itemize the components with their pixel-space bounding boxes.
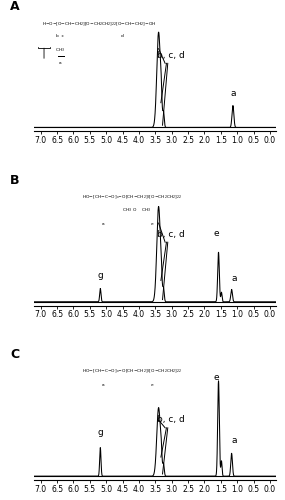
Text: a: a — [230, 89, 236, 98]
Text: b  c: b c — [56, 34, 64, 38]
Text: e: e — [213, 372, 219, 382]
Text: a: a — [102, 383, 104, 387]
Text: b, c, d: b, c, d — [157, 230, 185, 239]
Text: $\quad\quad$CH$_3$ O$\quad$ CH$_3$: $\quad\quad$CH$_3$ O$\quad$ CH$_3$ — [114, 207, 151, 214]
Text: C: C — [10, 348, 19, 362]
Text: $\overline{\quad}$: $\overline{\quad}$ — [57, 54, 64, 59]
Text: CH$_3$: CH$_3$ — [55, 46, 66, 54]
Text: g: g — [97, 272, 103, 280]
Text: d: d — [121, 34, 124, 38]
Text: H$-$O$\!-\!\!$[O$-$CH$-$CH$_2$]$_{\!}$[O$-$CH$_2$CH$_2$]$_{22}$[O$-$CH$-$CH$_2$]: H$-$O$\!-\!\!$[O$-$CH$-$CH$_2$]$_{\!}$[O… — [42, 20, 157, 28]
Text: e: e — [214, 228, 219, 237]
Text: a: a — [231, 274, 237, 282]
Text: A: A — [10, 0, 20, 12]
Text: a: a — [102, 222, 104, 226]
Text: b, c, d: b, c, d — [157, 51, 185, 60]
Text: b, c, d: b, c, d — [157, 416, 185, 424]
Text: e: e — [151, 222, 153, 226]
Text: e: e — [151, 383, 153, 387]
Text: g: g — [97, 428, 103, 437]
Text: HO$-$[CH$-$C$-$O]$_x$$-$O[CH$-$CH$_2$]$_8$[O$-$CH$_2$CH$_2$]$_{22}$: HO$-$[CH$-$C$-$O]$_x$$-$O[CH$-$CH$_2$]$_… — [82, 194, 182, 201]
Text: a: a — [231, 436, 237, 444]
Text: HO$-$[CH$-$C$-$O]$_x$$-$O[CH$-$CH$_2$]$_8$[O$-$CH$_2$CH$_2$]$_{22}$: HO$-$[CH$-$C$-$O]$_x$$-$O[CH$-$CH$_2$]$_… — [82, 368, 182, 375]
Text: B: B — [10, 174, 19, 187]
Text: a: a — [59, 62, 62, 66]
